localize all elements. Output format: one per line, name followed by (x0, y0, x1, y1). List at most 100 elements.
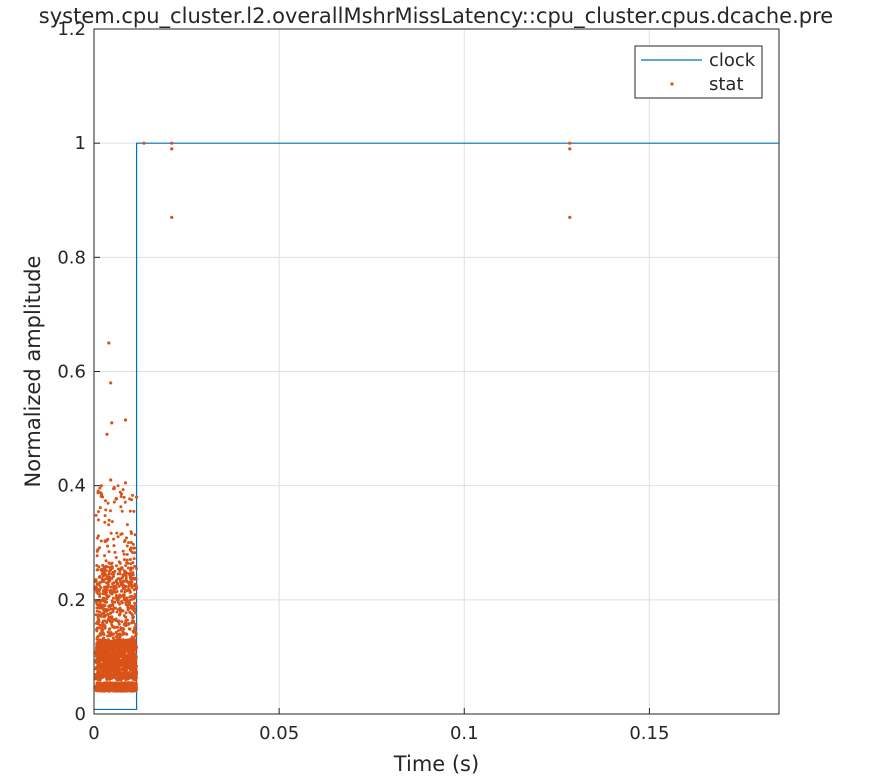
series-stat-point (99, 668, 103, 672)
series-stat-point (130, 648, 134, 652)
series-stat-point (97, 671, 101, 675)
series-stat-point (95, 661, 99, 665)
series-stat-point (123, 623, 127, 627)
series-stat-point (133, 607, 137, 611)
series-stat-point (119, 628, 123, 632)
series-stat-point (116, 577, 120, 581)
y-tick-label: 1 (75, 133, 86, 154)
series-stat-point (125, 523, 129, 527)
series-stat-point (105, 620, 109, 624)
series-stat-point (129, 645, 133, 649)
series-stat-point (119, 505, 123, 509)
series-stat-point (111, 645, 115, 649)
series-stat-point (95, 568, 99, 572)
series-stat-point (99, 676, 103, 680)
series-stat-point (104, 559, 108, 563)
series-stat-point (121, 549, 125, 553)
series-stat-point (128, 668, 132, 672)
series-stat-point (102, 580, 106, 584)
series-stat-point (118, 660, 122, 664)
series-stat-point (114, 564, 118, 568)
series-stat-point (118, 595, 122, 599)
series-stat-point (95, 685, 99, 689)
series-stat-point (115, 531, 119, 535)
series-stat-point (125, 536, 129, 540)
series-stat-point (118, 632, 122, 636)
series-stat-point (124, 576, 128, 580)
series-stat-point (108, 566, 112, 570)
x-tick-label: 0.05 (259, 723, 299, 744)
series-stat-point (115, 645, 119, 649)
series-stat-point (94, 578, 98, 582)
series-stat-point (102, 649, 106, 653)
series-stat-point (133, 652, 137, 656)
series-stat-point (96, 681, 100, 685)
series-stat-point (115, 497, 119, 501)
series-stat-point (133, 576, 137, 580)
series-stat-point (112, 588, 116, 592)
series-stat-point (119, 638, 123, 642)
series-stat-point (98, 491, 102, 495)
series-stat-point (120, 589, 124, 593)
series-stat-point (124, 615, 128, 619)
series-stat-point (107, 523, 111, 527)
series-stat-point (123, 590, 127, 594)
series-stat-point (98, 506, 102, 510)
series-stat-point (131, 660, 135, 664)
series-stat-point (129, 665, 133, 669)
series-stat-point (128, 509, 132, 513)
series-stat-point (133, 533, 137, 537)
series-stat-point (129, 574, 133, 578)
series-stat-point (170, 215, 174, 219)
series-stat-point (134, 583, 138, 587)
series-stat-point (119, 583, 123, 587)
series-stat-point (101, 624, 105, 628)
series-stat-point (105, 665, 109, 669)
series-stat-point (119, 532, 123, 536)
y-tick-label: 0.6 (57, 362, 86, 383)
series-stat-point (125, 659, 129, 663)
series-stat-point (112, 626, 116, 630)
series-stat-point (104, 573, 108, 577)
series-stat-point (118, 612, 122, 616)
series-stat-point (98, 610, 102, 614)
series-stat-point (133, 564, 137, 568)
series-stat-point (105, 600, 109, 604)
series-stat-point (109, 531, 113, 535)
series-stat-point (107, 604, 111, 608)
series-stat-point (96, 518, 100, 522)
series-stat-point (120, 567, 124, 571)
series-stat-point (121, 653, 125, 657)
series-stat-point (112, 485, 116, 489)
series-stat-point (129, 562, 133, 566)
series-stat-point (131, 654, 135, 658)
series-stat-point (122, 660, 126, 664)
series-stat-point (114, 619, 118, 623)
series-stat-point (98, 600, 102, 604)
series-stat-point (98, 623, 102, 627)
series-stat-point (120, 641, 124, 645)
series-stat-point (129, 540, 133, 544)
series-stat-point (96, 676, 100, 680)
grid (93, 28, 779, 715)
series-stat-point (132, 609, 136, 613)
series-stat-point (99, 648, 103, 652)
series-stat-point (115, 598, 119, 602)
series-stat-point (125, 553, 129, 557)
series-stat-point (115, 639, 119, 643)
series-stat-point (95, 563, 99, 567)
series-stat-point (107, 550, 111, 554)
series-stat-point (568, 147, 572, 151)
series-stat-point (101, 597, 105, 601)
series-stat-point (107, 341, 111, 345)
series-stat-point (170, 147, 174, 151)
series-stat-point (113, 666, 117, 670)
series-stat-point (121, 683, 125, 687)
series-stat-point (125, 558, 129, 562)
series-stat-point (103, 499, 107, 503)
series-stat-point (107, 672, 111, 676)
series-stat-point (127, 645, 131, 649)
series-stat-point (110, 648, 114, 652)
series-stat-point (109, 568, 113, 572)
series-stat-point (130, 612, 134, 616)
